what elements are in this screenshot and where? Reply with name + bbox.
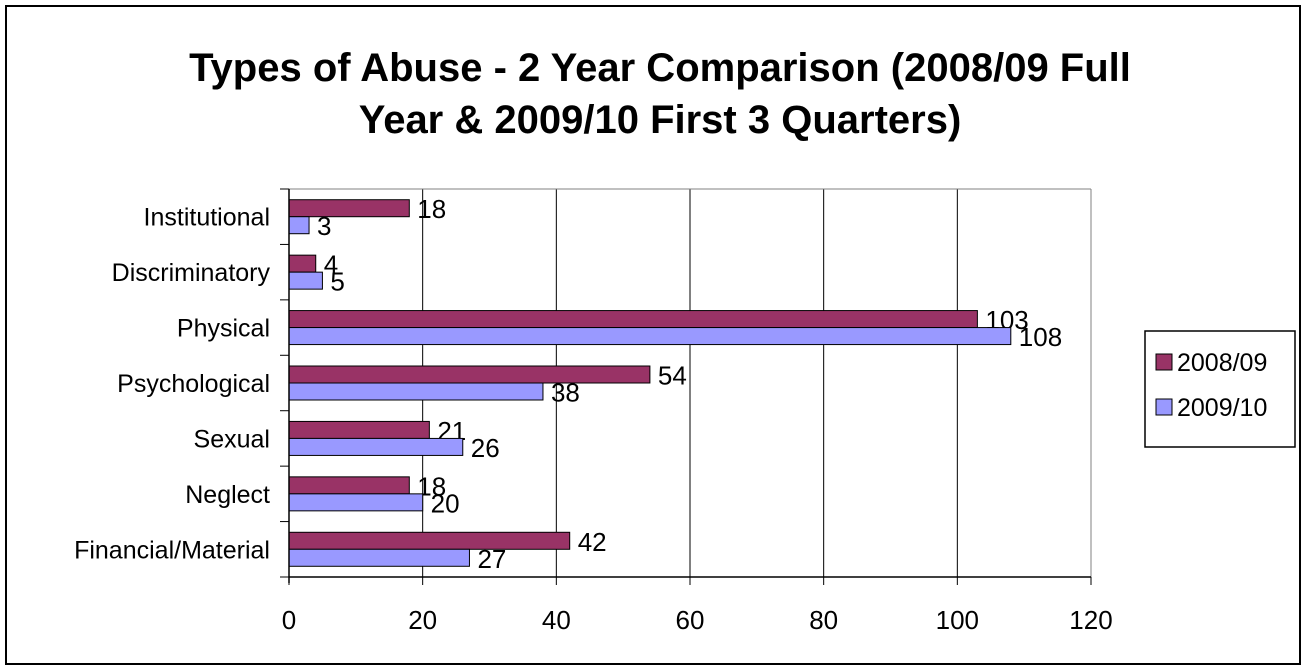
chart-frame: Types of Abuse - 2 Year Comparison (2008… [5,5,1301,665]
bar-2009-10 [288,493,424,512]
bar-2009-10 [288,216,310,235]
legend: 2008/09 2009/10 [1144,330,1296,448]
data-label: 4 [324,250,338,280]
category-label: Neglect [185,481,270,509]
x-tick-label: 60 [676,605,705,635]
category-label: Physical [177,315,270,343]
legend-swatch [1155,398,1173,416]
x-tick-label: 0 [282,605,296,635]
data-label: 54 [658,361,687,391]
legend-label: 2009/10 [1177,394,1267,422]
data-label: 3 [317,211,331,241]
x-tick-label: 40 [542,605,571,635]
data-label: 26 [471,433,500,463]
x-tick-label: 20 [408,605,437,635]
x-tick-label: 80 [809,605,838,635]
bar-2008-09 [288,254,317,273]
chart-title-line-1: Types of Abuse - 2 Year Comparison (2008… [189,46,1131,90]
data-label: 20 [431,488,460,518]
data-label: 27 [477,544,506,574]
data-label: 42 [578,527,607,557]
bar-2008-09 [288,199,410,218]
bar-2008-09 [288,310,978,329]
data-label: 108 [1019,322,1062,352]
category-label: Sexual [194,425,270,453]
data-label: 5 [330,267,344,297]
plot-area: 183Institutional45Discriminatory103108Ph… [74,188,1113,635]
legend-label: 2008/09 [1177,349,1267,377]
x-tick-label: 120 [1069,605,1112,635]
bar-2009-10 [288,548,470,567]
category-label: Psychological [117,370,270,398]
chart-svg: Types of Abuse - 2 Year Comparison (2008… [74,46,1296,635]
data-label: 38 [551,378,580,408]
bar-2009-10 [288,437,464,456]
category-label: Discriminatory [112,259,271,287]
bar-2009-10 [288,327,1012,346]
bar-2008-09 [288,420,430,439]
bar-2008-09 [288,365,651,384]
category-label: Financial/Material [74,536,270,564]
bar-2009-10 [288,271,323,290]
bar-2008-09 [288,476,410,495]
data-label: 18 [417,194,446,224]
bar-2009-10 [288,382,544,401]
legend-box [1144,330,1296,448]
category-label: Institutional [144,204,270,232]
legend-swatch [1155,353,1173,371]
chart-title-line-2: Year & 2009/10 First 3 Quarters) [359,98,962,142]
chart-title: Types of Abuse - 2 Year Comparison (2008… [189,46,1131,142]
bar-2008-09 [288,531,571,550]
x-tick-label: 100 [936,605,979,635]
